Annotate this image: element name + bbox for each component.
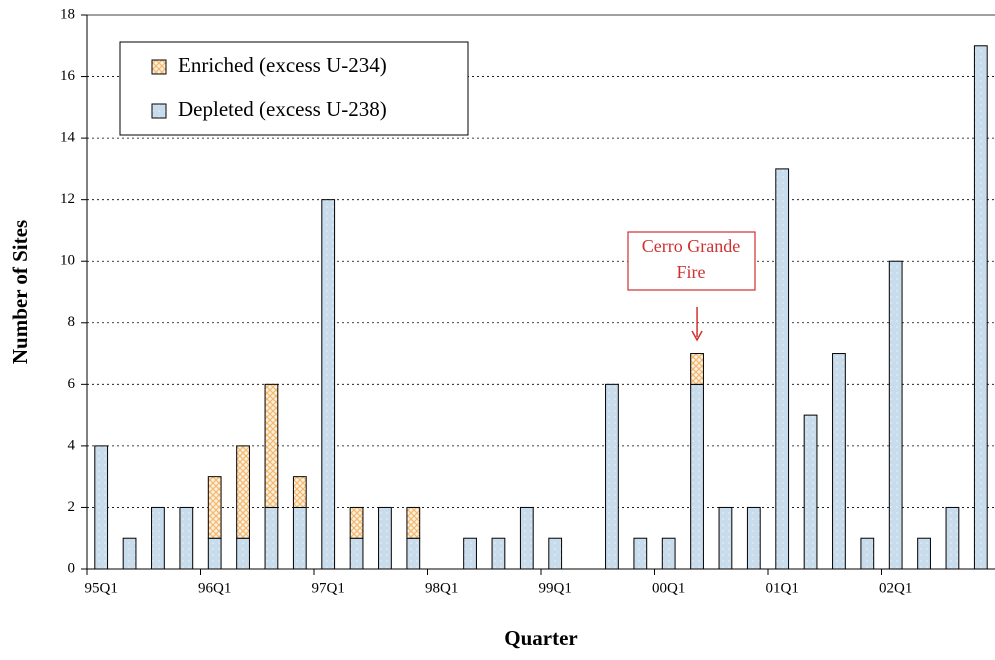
bar [888, 260, 903, 570]
x-tick-label: 01Q1 [766, 580, 799, 596]
bar [775, 168, 790, 570]
bar [633, 537, 648, 570]
x-tick-label: 99Q1 [539, 580, 572, 596]
y-tick-label: 16 [60, 68, 76, 84]
bar [832, 353, 846, 570]
x-tick-label: 00Q1 [652, 580, 685, 596]
bar [973, 45, 988, 570]
x-tick-label: 02Q1 [879, 580, 912, 596]
bar [746, 506, 761, 570]
bar [122, 537, 137, 570]
bar [690, 383, 704, 570]
bar [661, 537, 676, 570]
bar [406, 506, 421, 539]
bar [349, 506, 364, 539]
bar [605, 383, 619, 570]
y-tick-label: 4 [68, 437, 76, 453]
bar [548, 537, 563, 570]
annotation-text: Cerro Grande [642, 236, 740, 256]
x-tick-label: 96Q1 [198, 580, 231, 596]
bar [179, 506, 194, 570]
y-tick-label: 6 [68, 376, 76, 392]
bar [207, 476, 222, 539]
bar [378, 506, 392, 570]
x-tick-label: 98Q1 [425, 580, 458, 596]
legend-swatch [151, 59, 167, 75]
bar [945, 506, 960, 570]
bar [491, 537, 506, 570]
bar [803, 414, 818, 570]
x-tick-label: 95Q1 [85, 580, 118, 596]
y-tick-label: 8 [68, 314, 76, 330]
annotation-text: Fire [677, 262, 706, 282]
bar [264, 383, 279, 508]
bar [463, 537, 477, 570]
bar [860, 537, 875, 570]
x-axis-title: Quarter [504, 626, 577, 650]
legend-label: Depleted (excess U-238) [178, 97, 387, 121]
y-tick-label: 14 [60, 130, 76, 146]
legend-label: Enriched (excess U-234) [178, 53, 387, 77]
bar [917, 537, 931, 570]
y-tick-label: 10 [60, 253, 75, 269]
bar [94, 445, 109, 570]
y-tick-label: 2 [68, 499, 76, 515]
x-tick-label: 97Q1 [312, 580, 345, 596]
bar [321, 199, 336, 570]
bar [349, 537, 364, 570]
y-tick-label: 18 [60, 6, 75, 22]
bar [236, 537, 250, 570]
bar [519, 506, 534, 570]
y-tick-label: 0 [68, 560, 76, 576]
bar [718, 506, 733, 570]
annotation-box [627, 231, 756, 291]
bar [690, 353, 704, 385]
bar [292, 506, 307, 570]
bar [292, 476, 307, 508]
legend-box [119, 41, 469, 136]
bar [406, 537, 421, 570]
annotation-arrowhead [691, 330, 703, 342]
bar [207, 537, 222, 570]
bar [151, 506, 165, 570]
y-tick-label: 12 [60, 191, 75, 207]
legend-swatch [151, 103, 167, 119]
bar [264, 506, 279, 570]
bar [236, 445, 250, 539]
y-axis-title: Number of Sites [8, 220, 32, 364]
